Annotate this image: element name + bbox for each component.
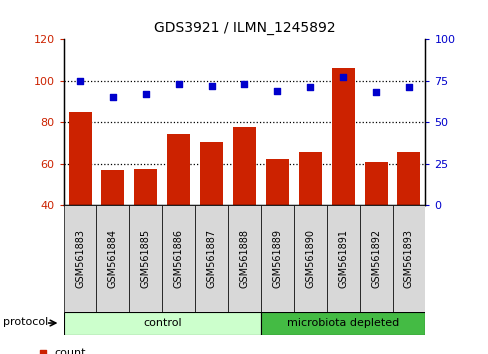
Point	[39, 350, 47, 354]
Text: GSM561886: GSM561886	[173, 229, 183, 288]
Bar	[331, 68, 354, 205]
Bar	[298, 152, 321, 205]
Point	[240, 81, 248, 87]
Text: GSM561893: GSM561893	[403, 229, 413, 288]
Text: GSM561890: GSM561890	[305, 229, 315, 288]
Bar	[265, 159, 288, 205]
Text: GSM561884: GSM561884	[108, 229, 118, 288]
Text: protocol: protocol	[3, 317, 48, 327]
Bar	[326, 205, 359, 312]
Point	[306, 84, 314, 90]
Text: GSM561887: GSM561887	[206, 229, 216, 288]
Bar	[162, 205, 195, 312]
Title: GDS3921 / ILMN_1245892: GDS3921 / ILMN_1245892	[153, 21, 335, 35]
Point	[142, 91, 149, 97]
Bar	[129, 205, 162, 312]
Point	[76, 78, 84, 83]
Bar	[167, 133, 190, 205]
Bar	[200, 142, 223, 205]
Bar	[63, 312, 261, 335]
Point	[174, 81, 182, 87]
Point	[339, 74, 346, 80]
Text: control: control	[142, 318, 181, 328]
Text: GSM561883: GSM561883	[75, 229, 85, 288]
Text: GSM561885: GSM561885	[141, 229, 150, 288]
Bar	[101, 170, 124, 205]
Point	[404, 84, 412, 90]
Bar	[293, 205, 326, 312]
Bar	[359, 205, 392, 312]
Text: GSM561889: GSM561889	[272, 229, 282, 288]
Text: GSM561892: GSM561892	[370, 229, 380, 288]
Bar	[134, 169, 157, 205]
Text: GSM561888: GSM561888	[239, 229, 249, 288]
Bar	[232, 127, 256, 205]
Text: count: count	[55, 348, 86, 354]
Point	[273, 88, 281, 93]
Bar	[397, 152, 420, 205]
Bar	[364, 162, 387, 205]
Text: GSM561891: GSM561891	[338, 229, 347, 288]
Bar	[261, 205, 293, 312]
Point	[207, 83, 215, 88]
Text: microbiota depleted: microbiota depleted	[286, 318, 399, 328]
Bar	[261, 312, 425, 335]
Bar	[68, 112, 91, 205]
Bar	[195, 205, 227, 312]
Bar	[392, 205, 425, 312]
Point	[371, 89, 379, 95]
Point	[109, 94, 117, 100]
Bar	[63, 205, 96, 312]
Bar	[96, 205, 129, 312]
Bar	[227, 205, 261, 312]
